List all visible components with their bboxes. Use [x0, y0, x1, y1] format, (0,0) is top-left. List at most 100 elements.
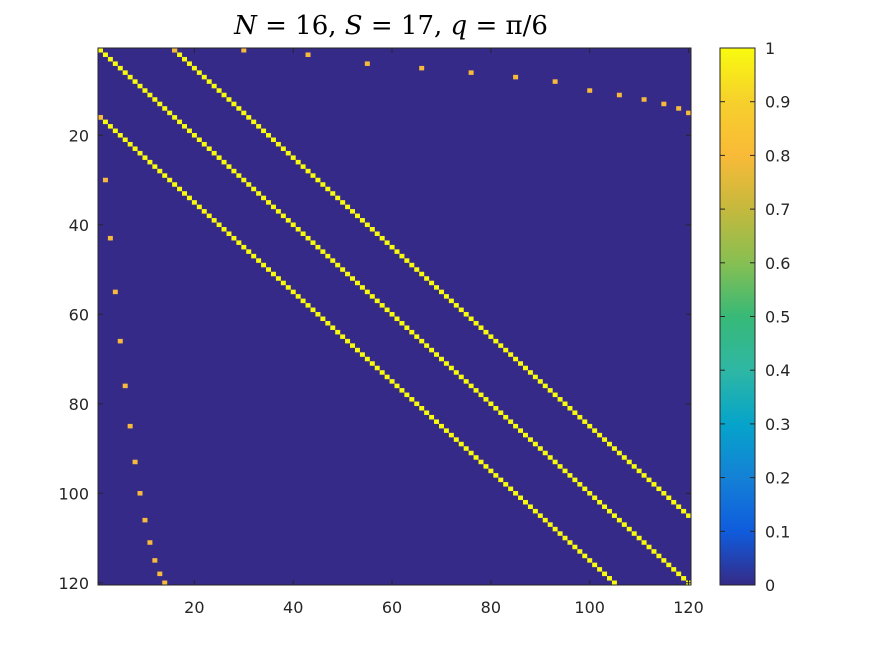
heatmap-cell-boundary	[102, 177, 108, 183]
heatmap-cell-main-diagonal	[256, 191, 262, 196]
heatmap-cell-upper-band	[676, 504, 682, 509]
heatmap-cell-lower-band	[374, 365, 380, 371]
heatmap-cell-lower-band	[424, 410, 430, 415]
heatmap-cell-lower-band	[409, 397, 415, 402]
heatmap-cell-lower-band	[448, 432, 454, 438]
x-axis: 20 40 60 80 100 120	[184, 48, 704, 617]
heatmap-cell-upper-band	[305, 168, 311, 174]
colorbar-tick-label: 0.4	[765, 361, 790, 380]
heatmap-cell-lower-band	[537, 513, 543, 518]
heatmap-cell-main-diagonal	[493, 406, 499, 411]
heatmap-cell-upper-band	[364, 222, 370, 228]
y-tick-label: 20	[69, 126, 89, 145]
heatmap-cell-main-diagonal	[162, 106, 168, 111]
heatmap-cell-main-diagonal	[547, 455, 553, 460]
heatmap-cell-main-diagonal	[458, 374, 464, 380]
heatmap-cell-upper-band	[567, 406, 573, 411]
heatmap-cell-boundary	[616, 92, 622, 98]
heatmap-cell-boundary	[152, 558, 158, 563]
heatmap-cell-upper-band	[231, 101, 237, 107]
heatmap-cell-upper-band	[345, 204, 351, 210]
y-tick-label: 120	[58, 574, 89, 593]
heatmap-cell-lower-band	[508, 486, 514, 492]
heatmap-cell-upper-band	[359, 218, 365, 223]
heatmap-cell-lower-band	[295, 294, 301, 299]
heatmap-cell-lower-band	[503, 482, 509, 487]
heatmap-cell-lower-band	[438, 423, 444, 429]
heatmap-cell-upper-band	[498, 343, 504, 348]
heatmap-cell-lower-band	[389, 379, 395, 384]
heatmap-cell-upper-band	[300, 164, 306, 169]
y-tick-label: 100	[58, 484, 89, 503]
heatmap-cell-main-diagonal	[102, 52, 108, 57]
heatmap-cell-main-diagonal	[542, 450, 548, 456]
heatmap-cell-upper-band	[611, 446, 617, 451]
heatmap-cell-upper-band	[261, 128, 267, 134]
heatmap-cell-lower-band	[177, 186, 183, 192]
heatmap-cell-main-diagonal	[191, 133, 197, 138]
heatmap-cell-main-diagonal	[359, 285, 365, 290]
heatmap-cell-main-diagonal	[537, 446, 543, 451]
heatmap-cell-lower-band	[567, 540, 573, 545]
heatmap-cell-upper-band	[280, 146, 286, 151]
heatmap-cell-lower-band	[241, 244, 247, 250]
heatmap-cell-main-diagonal	[616, 517, 622, 523]
heatmap-cell-main-diagonal	[557, 464, 563, 469]
heatmap-cell-main-diagonal	[325, 253, 331, 259]
heatmap-cell-lower-band	[394, 383, 400, 389]
heatmap-cell-upper-band	[562, 401, 568, 407]
colorbar-tick-label: 0.8	[765, 146, 790, 165]
heatmap-cell-lower-band	[226, 231, 232, 236]
heatmap-cell-upper-band	[592, 428, 598, 433]
heatmap-cell-upper-band	[631, 464, 637, 469]
heatmap-cell-lower-band	[463, 446, 469, 451]
heatmap-cell-lower-band	[206, 213, 212, 219]
title-text-3: = π/6	[467, 11, 548, 41]
heatmap-cell-boundary	[552, 79, 558, 84]
heatmap-cell-lower-band	[414, 401, 420, 407]
heatmap-cell-main-diagonal	[394, 316, 400, 322]
heatmap-cell-upper-band	[379, 235, 385, 241]
heatmap-cell-main-diagonal	[626, 526, 632, 532]
heatmap-cell-main-diagonal	[567, 473, 573, 478]
heatmap-cell-upper-band	[275, 141, 281, 147]
x-tick-label: 120	[673, 598, 704, 617]
heatmap-cell-upper-band	[503, 347, 509, 353]
colorbar-tick-label: 0.6	[765, 254, 790, 273]
heatmap-cell-lower-band	[552, 526, 558, 532]
heatmap-cell-main-diagonal	[280, 213, 286, 219]
heatmap-cell-main-diagonal	[300, 231, 306, 236]
heatmap-cell-lower-band	[172, 182, 178, 187]
heatmap-cell-main-diagonal	[671, 567, 677, 572]
heatmap-cell-main-diagonal	[498, 410, 504, 415]
heatmap-cell-boundary	[364, 61, 370, 66]
heatmap-cell-boundary	[147, 540, 153, 545]
heatmap-cell-upper-band	[651, 482, 657, 487]
heatmap-cell-upper-band	[290, 155, 296, 160]
heatmap-cell-upper-band	[646, 477, 652, 483]
heatmap-cell-boundary	[468, 70, 474, 75]
heatmap-cell-boundary	[305, 52, 311, 57]
heatmap-cell-lower-band	[221, 227, 227, 232]
heatmap-cell-main-diagonal	[527, 437, 533, 442]
heatmap-cell-main-diagonal	[473, 388, 479, 393]
heatmap-cell-main-diagonal	[251, 186, 257, 192]
heatmap-cell-main-diagonal	[483, 397, 489, 402]
colorbar-tick-label: 0.1	[765, 522, 790, 541]
heatmap-cell-main-diagonal	[315, 244, 321, 250]
heatmap-cell-upper-band	[478, 325, 484, 330]
heatmap-cell-main-diagonal	[419, 338, 425, 344]
heatmap-cell-main-diagonal	[305, 235, 311, 241]
heatmap-cell-upper-band	[419, 271, 425, 277]
heatmap-cell-main-diagonal	[597, 499, 603, 505]
heatmap-cell-upper-band	[582, 419, 588, 424]
heatmap-cell-main-diagonal	[621, 522, 627, 527]
heatmap-cell-main-diagonal	[216, 155, 222, 160]
heatmap-cell-lower-band	[335, 329, 341, 335]
heatmap-cell-upper-band	[671, 499, 677, 505]
heatmap-cell-lower-band	[399, 388, 405, 393]
heatmap-cell-lower-band	[300, 298, 306, 304]
heatmap-cell-lower-band	[216, 222, 222, 228]
heatmap-cell-upper-band	[330, 191, 336, 196]
heatmap-cell-main-diagonal	[409, 329, 415, 335]
